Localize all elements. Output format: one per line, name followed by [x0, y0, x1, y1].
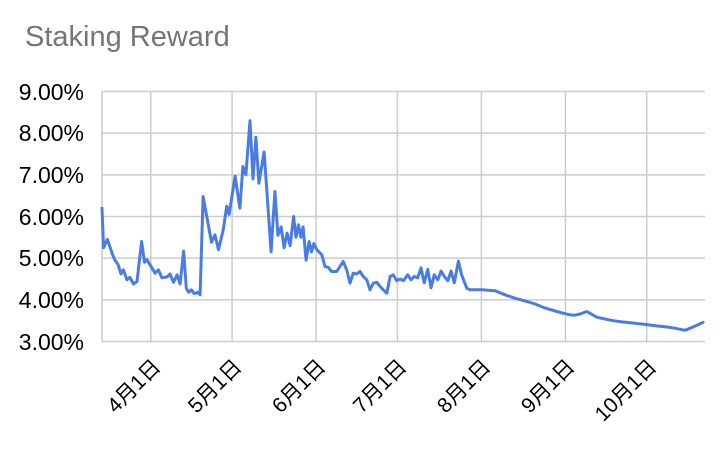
y-axis-label: 6.00%	[18, 203, 84, 230]
y-axis-label: 3.00%	[18, 328, 84, 355]
chart-title: Staking Reward	[25, 21, 230, 53]
y-axis-label: 4.00%	[18, 286, 84, 313]
y-axis-label: 9.00%	[18, 78, 84, 105]
gridlines	[101, 90, 705, 343]
y-axis-label: 8.00%	[18, 120, 84, 147]
y-axis-label: 7.00%	[18, 161, 84, 188]
y-axis-label: 5.00%	[18, 245, 84, 272]
series-line	[100, 119, 705, 332]
